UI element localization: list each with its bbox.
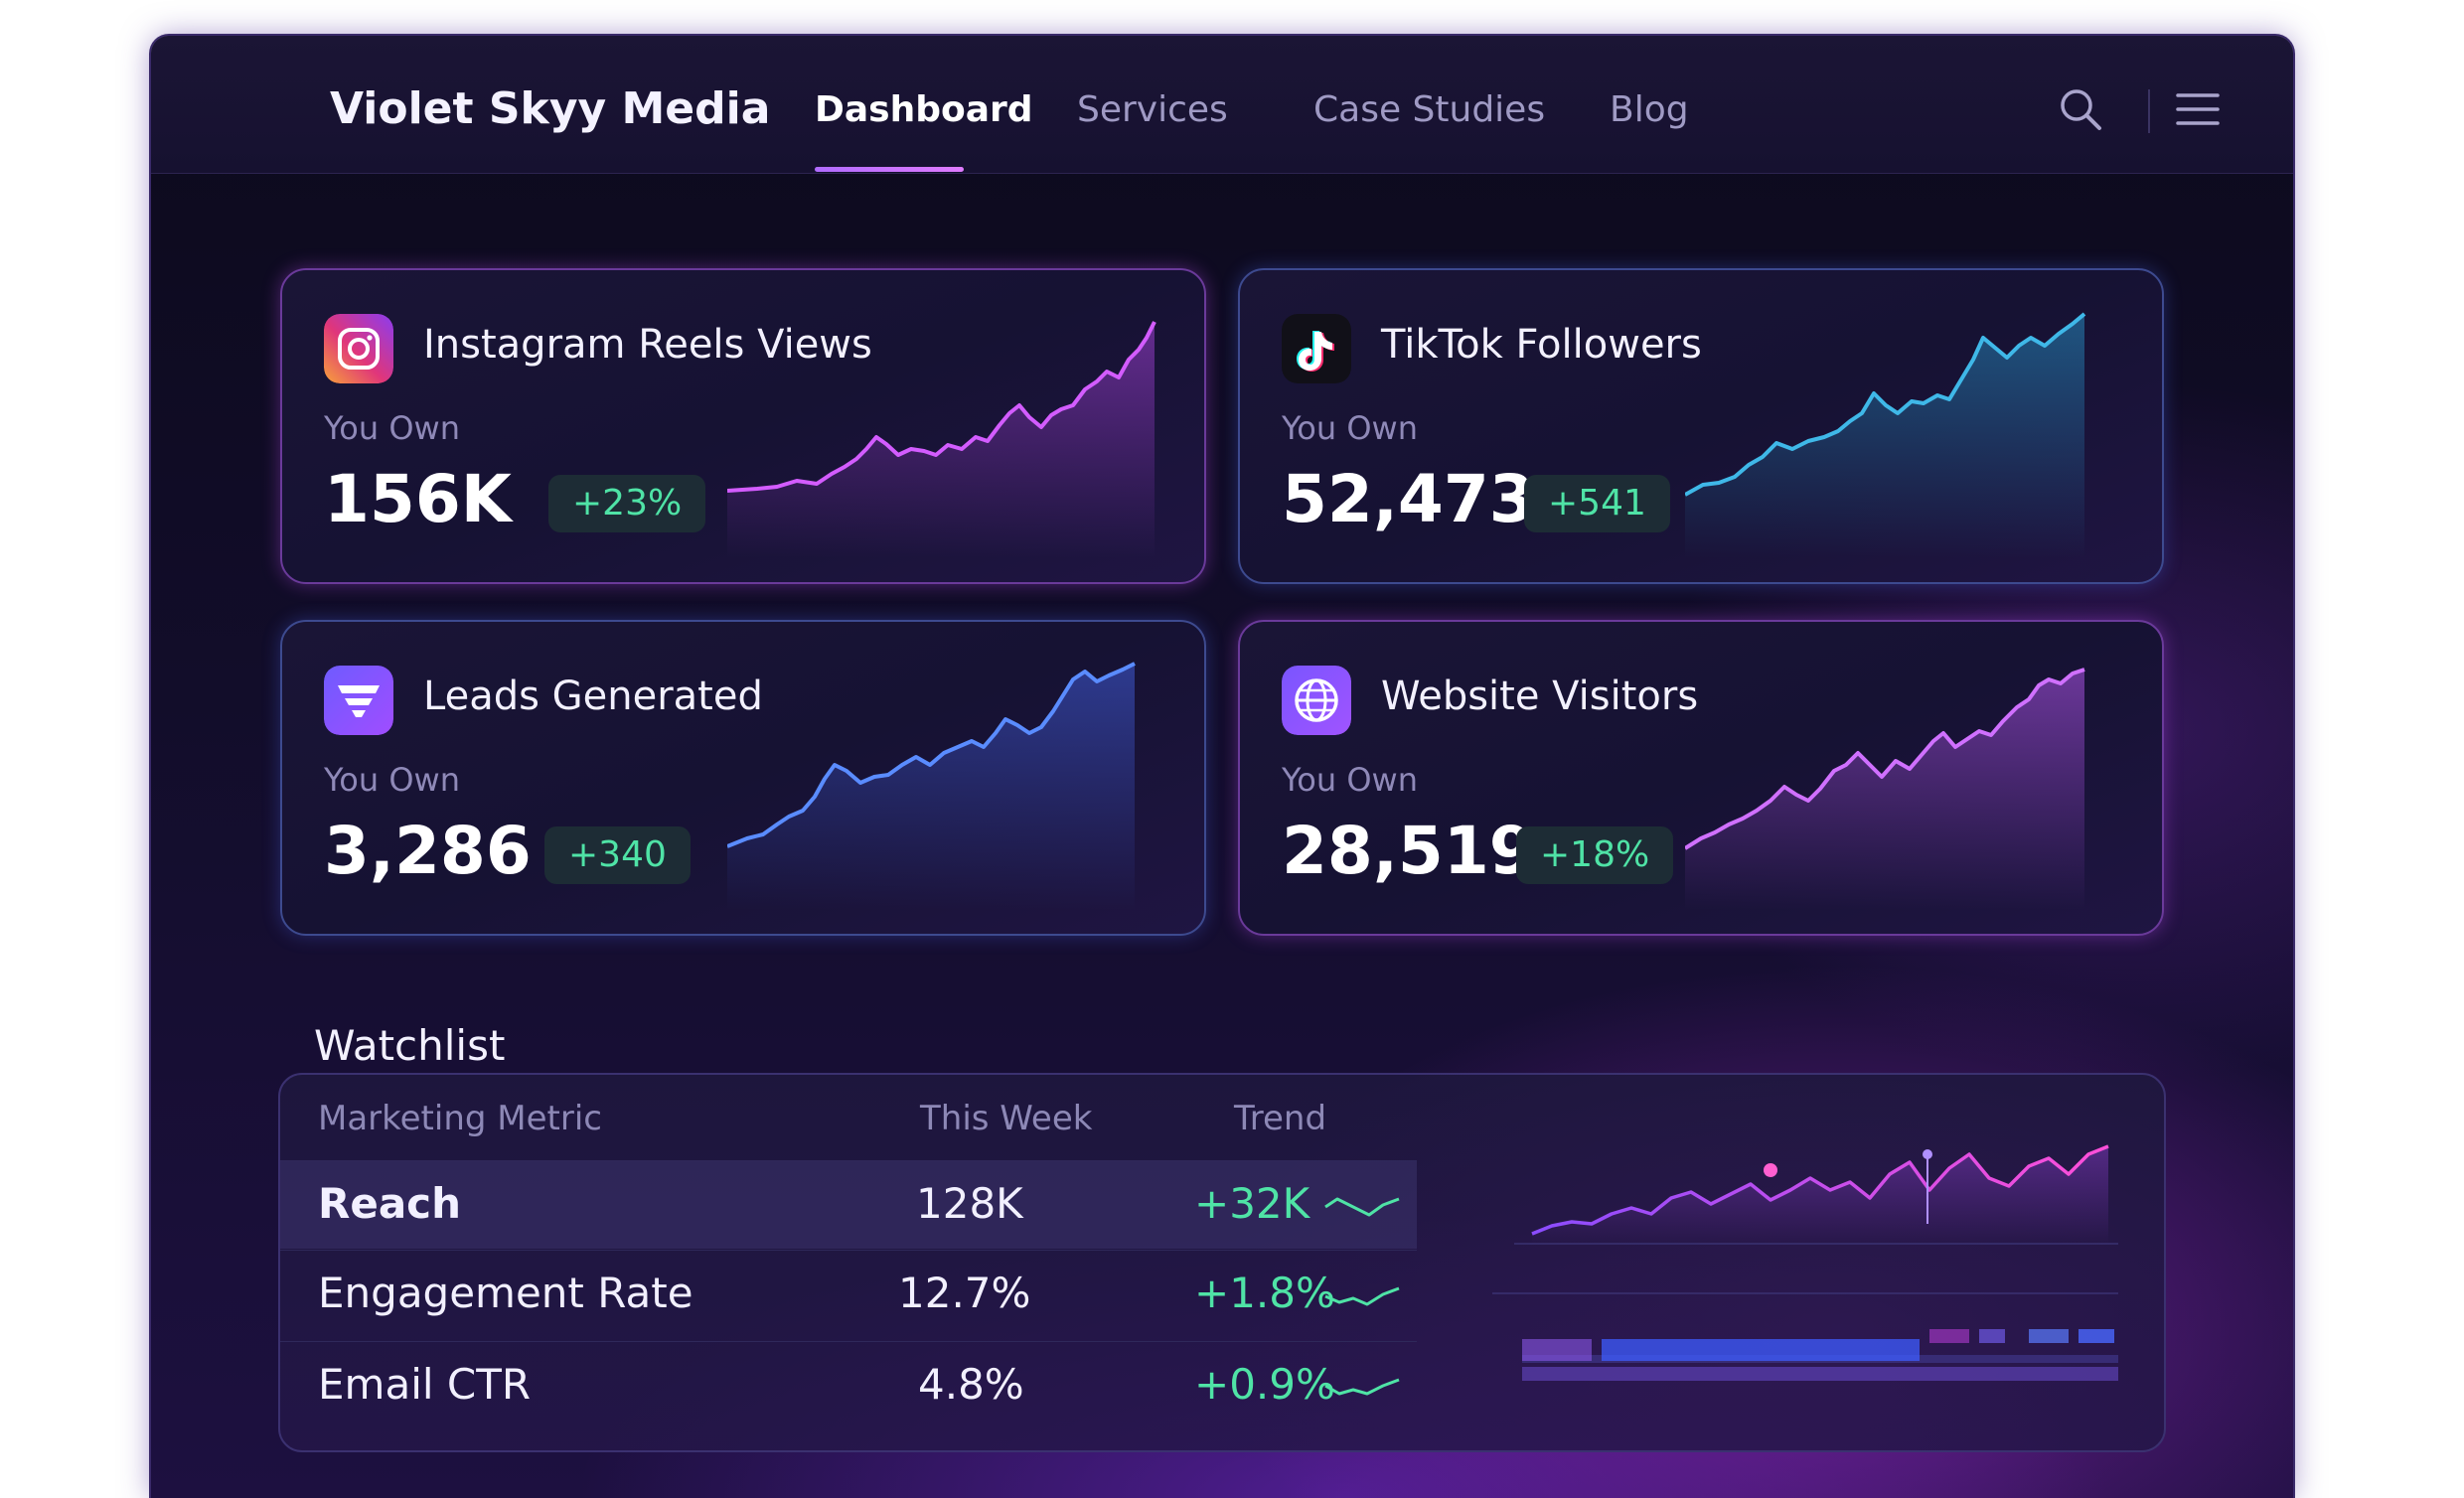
table-row[interactable]: Email CTR 4.8% +0.9% (280, 1341, 1417, 1429)
nav-item-dashboard[interactable]: Dashboard (815, 89, 1033, 130)
row-metric: Engagement Rate (318, 1269, 693, 1317)
active-tab-indicator (815, 167, 964, 172)
change-badge: +18% (1516, 826, 1674, 884)
mini-trend-sparkline (1324, 1197, 1400, 1217)
search-icon[interactable] (2057, 85, 2104, 133)
card-title: Website Visitors (1381, 674, 1699, 719)
brand-name[interactable]: Violet Skyy Media (330, 83, 771, 134)
app-window: Violet Skyy Media Dashboard Services Cas… (151, 36, 2293, 1498)
nav-item-services[interactable]: Services (1077, 89, 1228, 130)
stat-card-website-visitors[interactable]: Website Visitors You Own 28,519 +18% (1238, 620, 2164, 936)
change-badge: +340 (544, 826, 691, 884)
sparkline-chart (1685, 668, 2085, 910)
row-trend-value: +32K (1194, 1179, 1310, 1228)
column-header-metric: Marketing Metric (318, 1099, 602, 1138)
sparkline-chart (727, 662, 1136, 910)
card-value: 52,473 (1282, 461, 1535, 537)
card-value: 156K (324, 461, 512, 537)
row-this-week: 12.7% (898, 1269, 1031, 1317)
card-value: 3,286 (324, 813, 532, 889)
card-subtitle: You Own (1282, 761, 1418, 799)
table-row[interactable]: Reach 128K +32K (280, 1160, 1417, 1249)
table-row[interactable]: Engagement Rate 12.7% +1.8% (280, 1250, 1417, 1338)
sparkline-chart (727, 321, 1156, 558)
row-metric: Email CTR (318, 1360, 532, 1409)
card-subtitle: You Own (324, 409, 460, 447)
row-metric: Reach (318, 1179, 461, 1228)
tiktok-icon (1282, 314, 1351, 383)
funnel-icon (324, 666, 393, 735)
nav-item-blog[interactable]: Blog (1610, 89, 1689, 130)
mini-trend-sparkline (1324, 1286, 1400, 1306)
card-subtitle: You Own (1282, 409, 1418, 447)
column-header-this-week: This Week (920, 1099, 1093, 1138)
watchlist-table: Marketing Metric This Week Trend Reach 1… (278, 1073, 2166, 1452)
trend-overview-chart (1492, 1144, 2118, 1381)
stat-card-leads[interactable]: Leads Generated You Own 3,286 +340 (280, 620, 1206, 936)
hamburger-menu-icon[interactable] (2174, 85, 2222, 133)
row-trend-value: +1.8% (1194, 1269, 1335, 1317)
row-this-week: 128K (916, 1179, 1023, 1228)
card-title: Leads Generated (423, 674, 763, 719)
nav-item-case-studies[interactable]: Case Studies (1313, 89, 1546, 130)
column-header-trend: Trend (1234, 1099, 1327, 1138)
card-title: Instagram Reels Views (423, 322, 872, 368)
change-badge: +541 (1524, 475, 1670, 532)
stat-card-instagram[interactable]: Instagram Reels Views You Own 156K +23% (280, 268, 1206, 584)
nav-divider (2148, 89, 2150, 133)
row-this-week: 4.8% (918, 1360, 1024, 1409)
top-navbar: Violet Skyy Media Dashboard Services Cas… (151, 36, 2293, 174)
instagram-icon (324, 314, 393, 383)
card-title: TikTok Followers (1381, 322, 1702, 368)
sparkline-chart (1685, 312, 2086, 558)
mini-trend-sparkline (1324, 1378, 1400, 1396)
row-trend-value: +0.9% (1194, 1360, 1335, 1409)
watchlist-title: Watchlist (314, 1021, 506, 1070)
globe-icon (1282, 666, 1351, 735)
change-badge: +23% (548, 475, 706, 532)
stat-card-tiktok[interactable]: TikTok Followers You Own 52,473 +541 (1238, 268, 2164, 584)
card-subtitle: You Own (324, 761, 460, 799)
card-value: 28,519 (1282, 813, 1535, 889)
